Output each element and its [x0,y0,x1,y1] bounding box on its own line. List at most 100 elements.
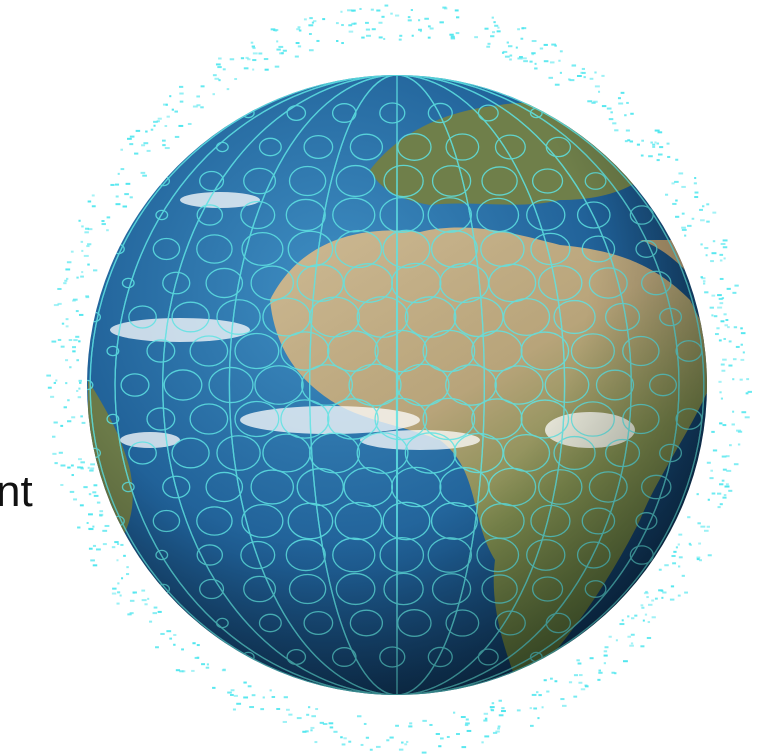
satellite [427,25,431,28]
satellite [309,17,313,20]
satellite [121,577,124,580]
satellite [603,650,608,653]
satellite [230,689,235,692]
satellite [427,36,431,39]
satellite [706,203,710,206]
satellite [192,105,198,108]
satellite [270,28,276,31]
satellite [587,100,593,103]
satellite [611,671,615,674]
satellite [435,732,440,735]
satellite [531,53,535,56]
satellite [65,359,69,362]
satellite [598,90,601,93]
satellite [733,326,738,329]
satellite [614,129,619,132]
satellite [381,15,385,18]
satellite [719,422,723,425]
satellite [573,674,579,677]
satellite [92,544,97,547]
satellite [719,253,724,256]
satellite [101,223,106,226]
satellite [678,556,683,559]
satellite [507,45,513,48]
satellite [674,180,679,183]
satellite [720,242,726,245]
satellite [298,29,302,32]
satellite [171,108,174,111]
satellite [608,118,614,121]
satellite [363,722,367,725]
satellite [146,149,151,152]
satellite [286,708,290,711]
satellite [672,562,677,565]
satellite [533,707,538,710]
satellite [624,140,628,143]
satellite [145,130,148,133]
satellite [712,449,718,452]
satellite [740,332,746,335]
satellite [127,137,132,140]
satellite [746,378,750,381]
satellite [619,623,625,626]
satellite [438,745,442,748]
satellite [196,95,201,98]
satellite [60,424,64,427]
satellite [641,139,644,142]
satellite [650,141,653,144]
satellite [179,670,184,673]
satellite [747,390,752,393]
satellite [340,10,343,13]
satellite [491,702,495,705]
satellite [678,533,683,536]
satellite [83,254,89,257]
satellite [271,695,276,698]
satellite [73,339,78,342]
satellite [669,598,675,601]
satellite [677,594,681,597]
satellite [732,358,737,361]
satellite [79,381,82,384]
satellite [691,217,695,220]
satellite [90,559,95,562]
satellite [404,743,408,746]
satellite [501,707,505,710]
satellite [179,92,184,95]
satellite [594,71,597,74]
satellite [278,45,284,48]
satellite [140,171,146,174]
satellite [717,492,722,495]
satellite [700,525,706,528]
satellite [348,30,354,33]
satellite [614,672,617,675]
satellite [453,711,456,714]
satellite [498,714,504,717]
satellite [243,681,247,684]
satellite [580,71,583,74]
satellite [656,159,660,162]
satellite [684,234,687,237]
satellite [251,45,255,48]
satellite [740,327,743,330]
satellite [313,20,317,23]
satellite [126,566,129,569]
satellite [560,698,565,701]
satellite [657,153,663,156]
satellite [706,525,710,528]
satellite [51,435,56,438]
satellite [719,302,724,305]
satellite [646,596,649,599]
satellite [260,708,265,711]
satellite [484,717,488,720]
satellite [116,559,119,562]
satellite [465,722,470,725]
satellite [322,722,328,725]
satellite [739,378,743,381]
satellite [124,193,129,196]
satellite [629,140,634,143]
satellite [710,260,714,263]
satellite [673,550,677,553]
satellite [134,152,139,155]
satellite [631,617,635,620]
satellite [54,462,58,465]
